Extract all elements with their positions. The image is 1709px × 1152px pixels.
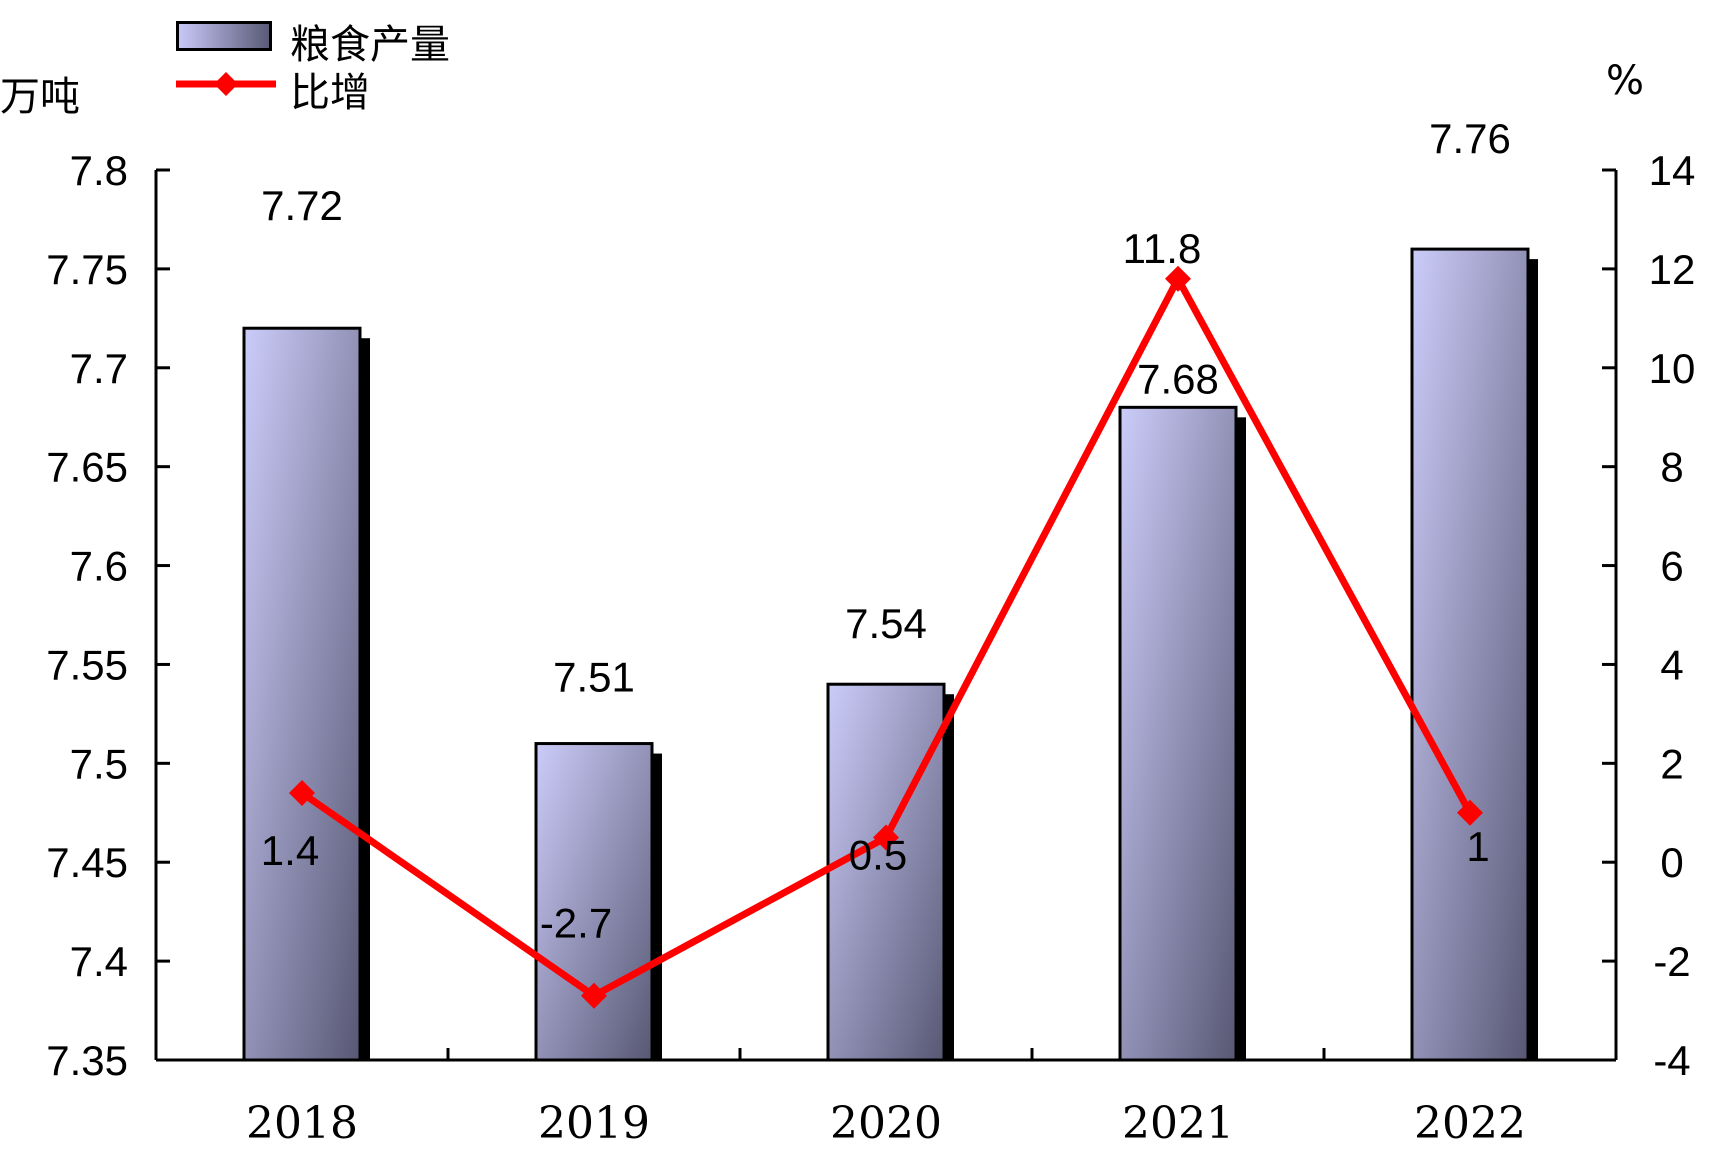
line-value-label: 0.5	[849, 832, 907, 879]
growth-marker	[581, 982, 607, 1009]
y-right-tick-label: 6	[1660, 543, 1683, 590]
bar-value-label: 7.54	[845, 600, 927, 647]
y-left-tick-label: 7.7	[70, 345, 128, 392]
legend-bar-swatch	[176, 21, 272, 51]
legend-label-line: 比增	[290, 70, 370, 116]
bar-value-label: 7.51	[553, 654, 635, 701]
legend-label-bar: 粮食产量	[290, 22, 450, 68]
left-axis-unit: 万吨	[0, 74, 80, 120]
right-axis-unit: %	[1606, 58, 1645, 104]
growth-marker	[289, 780, 315, 806]
y-left-tick-label: 7.65	[46, 444, 128, 491]
line-value-label: -2.7	[540, 900, 612, 947]
y-right-tick-label: -4	[1653, 1037, 1690, 1084]
bar	[1410, 247, 1530, 1062]
growth-marker	[1457, 799, 1483, 826]
y-right-tick-label: 4	[1660, 641, 1683, 688]
bar	[242, 326, 362, 1062]
y-right-tick-label: 12	[1649, 246, 1696, 293]
line-value-label: 1.4	[261, 827, 319, 874]
y-left-tick-label: 7.45	[46, 839, 128, 886]
y-right-tick-label: 8	[1660, 444, 1683, 491]
bar-value-label: 7.76	[1429, 115, 1511, 162]
y-right-tick-label: -2	[1653, 938, 1690, 985]
y-right-tick-label: 0	[1660, 839, 1683, 886]
y-left-tick-label: 7.8	[70, 147, 128, 194]
growth-marker	[873, 824, 899, 851]
bar	[1118, 405, 1238, 1062]
x-tick-label: 2021	[1122, 1098, 1234, 1149]
line-value-label: 1	[1466, 823, 1489, 870]
y-right-tick-label: 2	[1660, 740, 1683, 787]
bar-value-label: 7.72	[261, 182, 343, 229]
y-left-tick-label: 7.55	[46, 641, 128, 688]
y-right-tick-label: 10	[1649, 345, 1696, 392]
x-tick-label: 2020	[830, 1098, 942, 1149]
y-left-tick-label: 7.6	[70, 543, 128, 590]
line-value-label: 11.8	[1123, 225, 1202, 272]
x-tick-label: 2022	[1414, 1098, 1526, 1149]
x-tick-label: 2018	[246, 1098, 358, 1149]
bar-value-label: 7.68	[1137, 355, 1219, 402]
x-tick-label: 2019	[538, 1098, 650, 1149]
y-right-tick-label: 14	[1649, 147, 1696, 194]
y-left-tick-label: 7.4	[70, 938, 128, 985]
legend-line-swatch	[176, 72, 276, 96]
y-left-tick-label: 7.5	[70, 740, 128, 787]
growth-marker	[1165, 265, 1191, 292]
y-left-tick-label: 7.75	[46, 246, 128, 293]
y-left-tick-label: 7.35	[46, 1037, 128, 1084]
